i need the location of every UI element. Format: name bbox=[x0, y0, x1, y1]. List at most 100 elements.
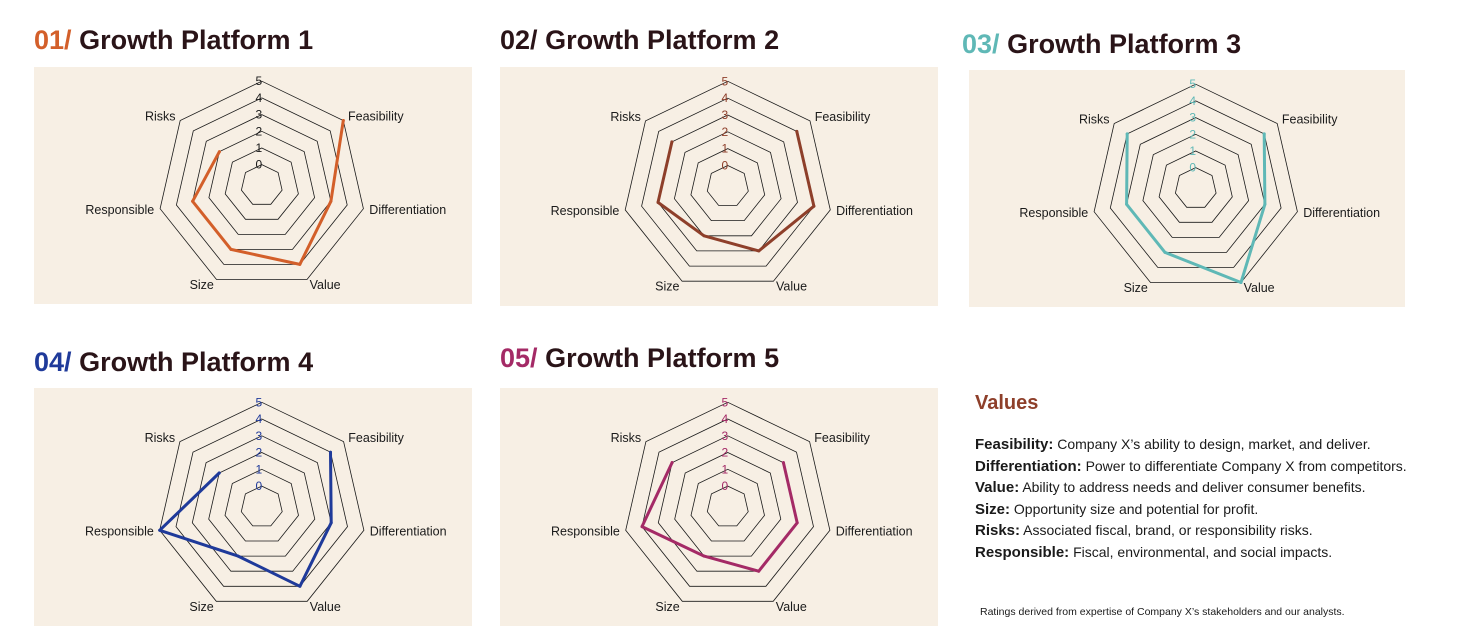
radar-chart-box: 0 1 2 3 4 5 Risks Feasibility Differentiation Val… bbox=[500, 67, 938, 306]
axis-label: Size bbox=[1124, 281, 1148, 295]
ratings-note: Ratings derived from expertise of Compan… bbox=[980, 606, 1345, 618]
grid-ring bbox=[1142, 133, 1250, 238]
grid-ring bbox=[224, 468, 299, 542]
data-point-feasibility bbox=[341, 119, 345, 122]
tick-label: 5 bbox=[1189, 77, 1196, 91]
grid-ring bbox=[706, 485, 749, 527]
tick-label: 4 bbox=[1189, 94, 1196, 108]
data-point-feasibility bbox=[329, 450, 332, 454]
data-point-responsible bbox=[656, 200, 660, 204]
series-line bbox=[656, 129, 816, 253]
data-point-differentiation bbox=[1263, 202, 1267, 206]
radar-chart: 0 1 2 3 4 5 Risks Feasibility Differentiation Val… bbox=[1019, 77, 1380, 295]
series-line bbox=[1125, 132, 1267, 284]
axis-label: Differentiation bbox=[1303, 206, 1380, 220]
axis-label: Differentiation bbox=[369, 203, 446, 217]
data-point-responsible bbox=[158, 528, 162, 532]
definition-item: Value: Ability to address needs and deli… bbox=[975, 477, 1415, 499]
grid-ring bbox=[208, 130, 316, 235]
platform-number: 02/ bbox=[500, 25, 538, 55]
axis-label: Risks bbox=[1079, 113, 1110, 127]
data-point-feasibility bbox=[795, 129, 799, 133]
grid-ring bbox=[224, 147, 299, 220]
panel-title: 03/ Growth Platform 3 bbox=[962, 28, 1241, 60]
grid-ring bbox=[690, 468, 765, 542]
grid-ring bbox=[625, 401, 831, 602]
tick-label: 5 bbox=[721, 74, 728, 88]
definition-text: Fiscal, environmental, and social impact… bbox=[1073, 543, 1333, 560]
axis-label: Feasibility bbox=[348, 110, 404, 124]
definition-term: Value: bbox=[975, 479, 1020, 496]
grid-ring bbox=[240, 164, 283, 205]
series-line bbox=[640, 461, 799, 573]
radar-chart-box: 0 1 2 3 4 5 Risks Feasibility Differentiation Val… bbox=[969, 70, 1405, 307]
axis-label: Value bbox=[776, 280, 807, 294]
axis-label: Risks bbox=[145, 431, 176, 445]
definition-term: Feasibility: bbox=[975, 436, 1054, 453]
tick-label: 1 bbox=[255, 462, 262, 476]
legend-title: Values bbox=[975, 392, 1039, 414]
axis-label: Value bbox=[776, 600, 807, 614]
series-line bbox=[158, 450, 333, 588]
axis-label: Size bbox=[655, 600, 679, 614]
axis-label: Feasibility bbox=[1282, 113, 1338, 127]
tick-label: 1 bbox=[1189, 144, 1196, 158]
grid-ring bbox=[674, 452, 782, 557]
tick-label: 4 bbox=[255, 91, 262, 105]
tick-label: 3 bbox=[721, 108, 728, 122]
tick-label: 2 bbox=[255, 124, 262, 138]
tick-label: 5 bbox=[721, 395, 728, 409]
axis-label: Size bbox=[190, 278, 214, 292]
axis-label: Responsible bbox=[551, 204, 620, 218]
data-point-size bbox=[702, 554, 706, 558]
panel-title: 01/ Growth Platform 1 bbox=[34, 24, 313, 56]
definition-item: Differentiation: Power to differentiate … bbox=[975, 456, 1415, 478]
tick-label: 4 bbox=[255, 412, 262, 426]
tick-label: 0 bbox=[255, 479, 262, 493]
data-point-feasibility bbox=[1262, 132, 1266, 136]
grid-ring bbox=[208, 452, 316, 557]
data-point-size bbox=[236, 554, 240, 558]
axis-label: Responsible bbox=[85, 203, 154, 217]
data-point-differentiation bbox=[329, 521, 333, 525]
data-point-feasibility bbox=[781, 461, 785, 465]
definition-item: Feasibility: Company X’s ability to desi… bbox=[975, 434, 1415, 456]
tick-label: 3 bbox=[255, 429, 262, 443]
tick-label: 1 bbox=[721, 142, 728, 156]
axis-label: Size bbox=[189, 600, 213, 614]
axis-label: Differentiation bbox=[370, 525, 447, 539]
axis-label: Size bbox=[655, 280, 679, 294]
definition-item: Responsible: Fiscal, environmental, and … bbox=[975, 542, 1415, 564]
platform-number: 01/ bbox=[34, 25, 72, 55]
definitions-list: Feasibility: Company X’s ability to desi… bbox=[975, 434, 1415, 563]
series-line bbox=[191, 119, 345, 266]
axis-label: Responsible bbox=[85, 525, 154, 539]
data-point-value bbox=[757, 249, 761, 253]
data-point-risks bbox=[217, 150, 221, 154]
grid-ring bbox=[240, 485, 283, 527]
tick-label: 1 bbox=[721, 462, 728, 476]
tick-label: 0 bbox=[721, 479, 728, 493]
data-point-risks bbox=[1125, 132, 1129, 136]
axis-label: Feasibility bbox=[348, 431, 404, 445]
data-point-differentiation bbox=[795, 521, 799, 525]
axis-label: Feasibility bbox=[814, 431, 870, 445]
platform-number: 04/ bbox=[34, 347, 72, 377]
tick-label: 2 bbox=[1189, 127, 1196, 141]
panel-title: 04/ Growth Platform 4 bbox=[34, 346, 313, 378]
panel-title: 02/ Growth Platform 2 bbox=[500, 24, 779, 56]
definition-item: Size: Opportunity size and potential for… bbox=[975, 499, 1415, 521]
platform-name: Growth Platform 2 bbox=[545, 25, 780, 55]
grid-ring bbox=[192, 114, 332, 250]
tick-label: 0 bbox=[255, 158, 262, 172]
data-point-differentiation bbox=[812, 204, 816, 208]
data-point-responsible bbox=[1125, 202, 1129, 206]
tick-label: 0 bbox=[1189, 161, 1196, 175]
grid-ring bbox=[1093, 83, 1298, 283]
grid-ring bbox=[1158, 150, 1233, 223]
data-point-risks bbox=[670, 461, 674, 465]
axis-label: Feasibility bbox=[815, 110, 871, 124]
platform-number: 05/ bbox=[500, 343, 538, 373]
definition-item: Risks: Associated fiscal, brand, or resp… bbox=[975, 520, 1415, 542]
platform-name: Growth Platform 5 bbox=[545, 343, 780, 373]
